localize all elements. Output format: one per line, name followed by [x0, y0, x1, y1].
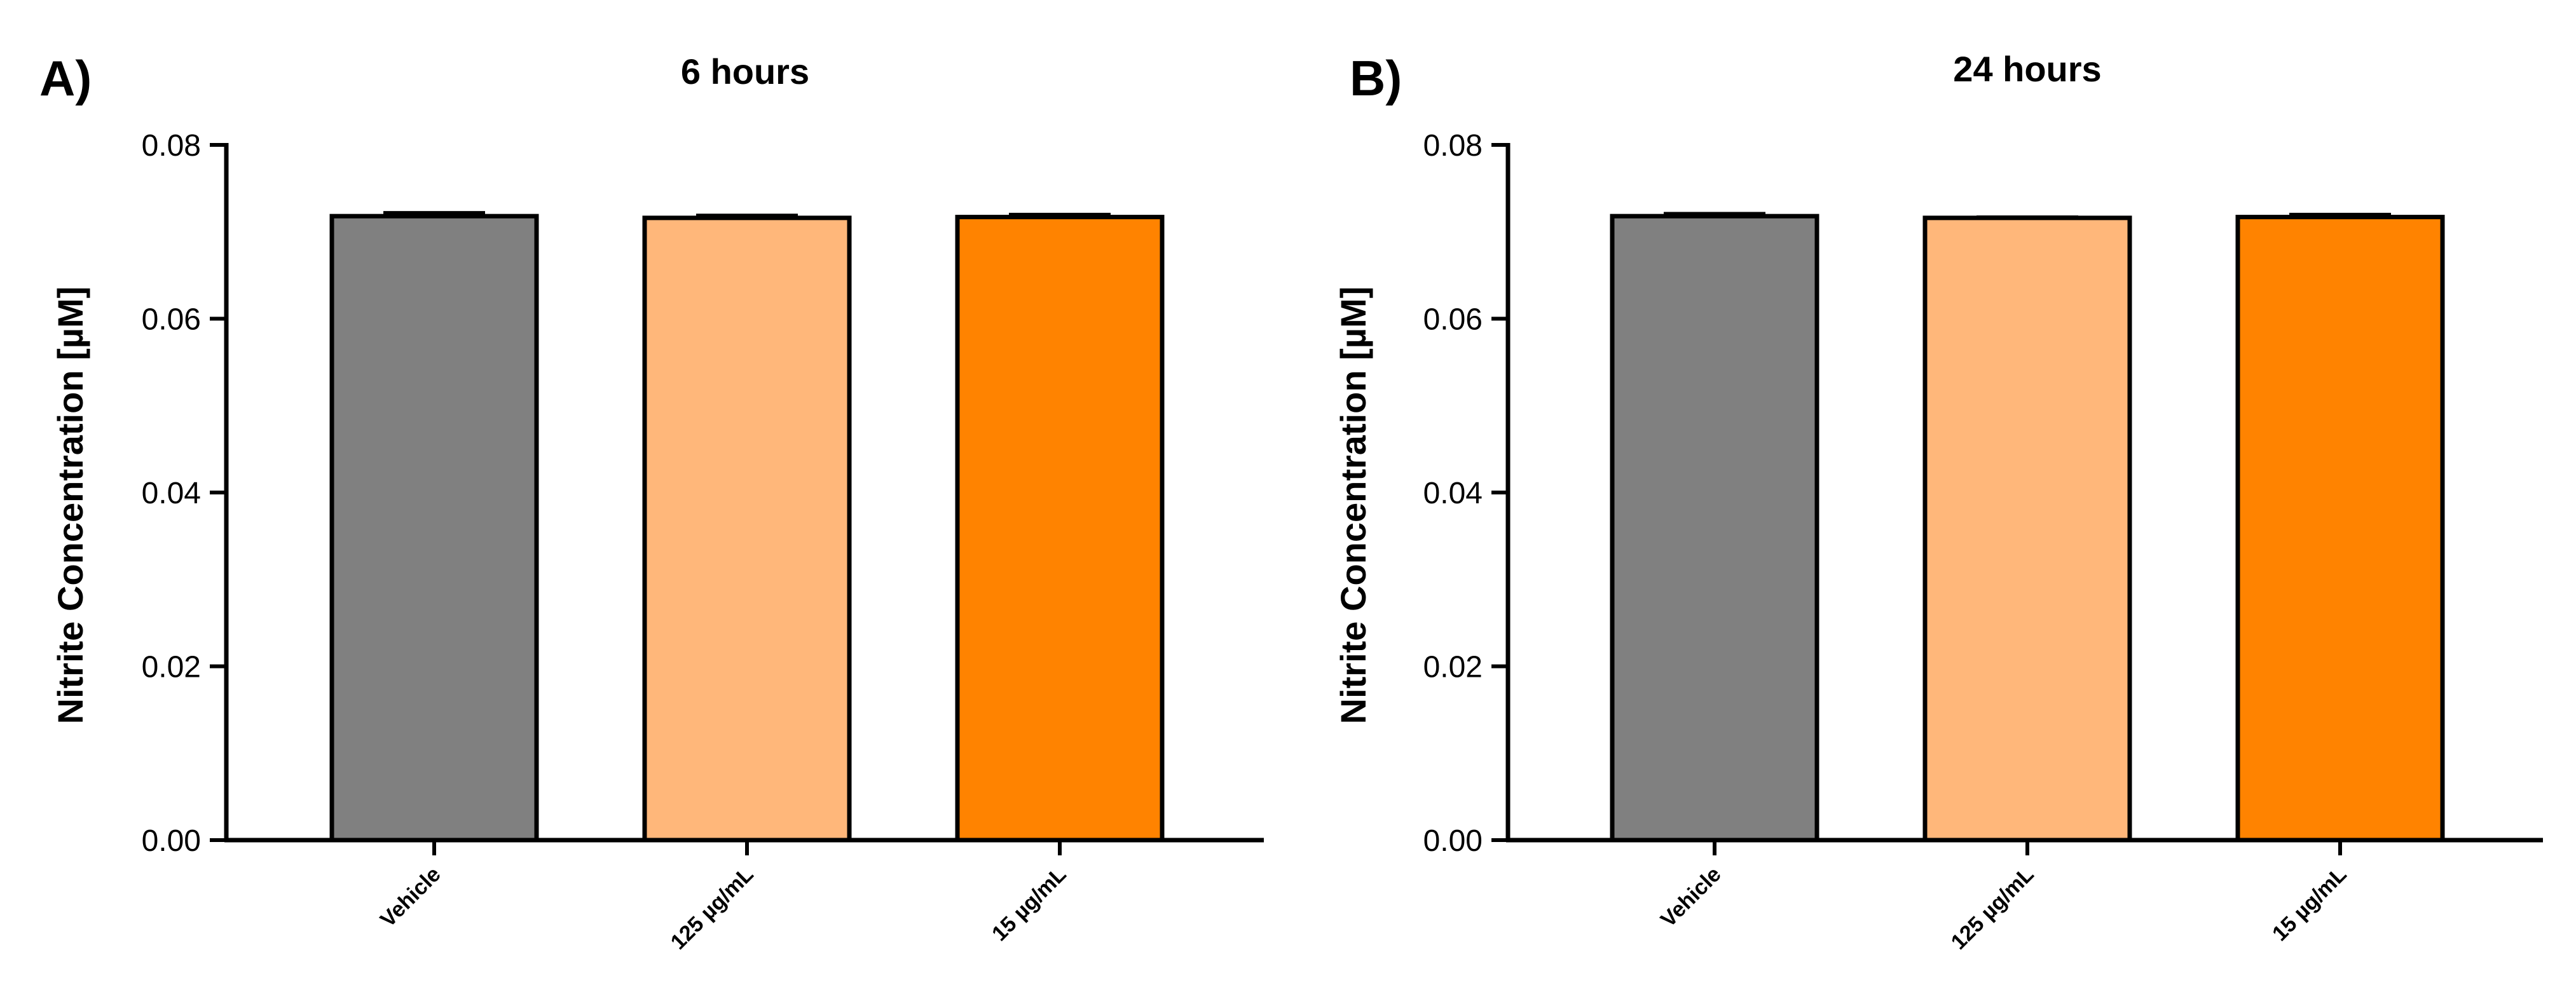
bar	[1610, 214, 1819, 843]
panel-a: A) 6 hours Nitrite Concentration [µM] 0.…	[39, 50, 1264, 954]
bar	[642, 215, 852, 843]
category-label: 15 µg/mL	[987, 862, 1071, 946]
plot-area: 0.00 0.02 0.04 0.06 0.08 Vehicle 125 µg/mL 15 µ…	[1423, 129, 2543, 954]
bar	[329, 214, 539, 843]
y-tick-label: 0.00	[1423, 824, 1483, 858]
y-tick-label: 0.06	[1423, 303, 1483, 337]
bar	[1922, 215, 2132, 843]
panel-b: B) 24 hours Nitrite Concentration [µM] 0…	[1333, 49, 2543, 954]
y-tick-label: 0.02	[142, 651, 201, 684]
bar	[2235, 215, 2445, 843]
category-label: Vehicle	[1656, 862, 1726, 932]
y-tick-label: 0.04	[1423, 477, 1483, 510]
y-axis-label: Nitrite Concentration [µM]	[1333, 287, 1373, 724]
chart-title: 24 hours	[1953, 49, 2101, 89]
plot-area: 0.00 0.02 0.04 0.06 0.08 Vehicle 125 µg/mL 15 µ…	[142, 129, 1264, 954]
y-axis-label: Nitrite Concentration [µM]	[50, 287, 90, 724]
y-tick-label: 0.08	[142, 129, 201, 163]
panel-letter: B)	[1350, 50, 1402, 106]
y-tick-label: 0.06	[142, 303, 201, 337]
y-tick-label: 0.04	[142, 477, 201, 510]
chart-title: 6 hours	[681, 51, 809, 92]
bar	[955, 215, 1165, 843]
y-tick-label: 0.08	[1423, 129, 1483, 163]
category-label: 125 µg/mL	[1947, 862, 2039, 954]
category-label: 125 µg/mL	[666, 862, 758, 954]
panel-letter: A)	[39, 50, 92, 106]
category-label: Vehicle	[376, 862, 446, 932]
y-tick-label: 0.00	[142, 824, 201, 858]
y-tick-label: 0.02	[1423, 651, 1483, 684]
category-label: 15 µg/mL	[2268, 862, 2352, 946]
